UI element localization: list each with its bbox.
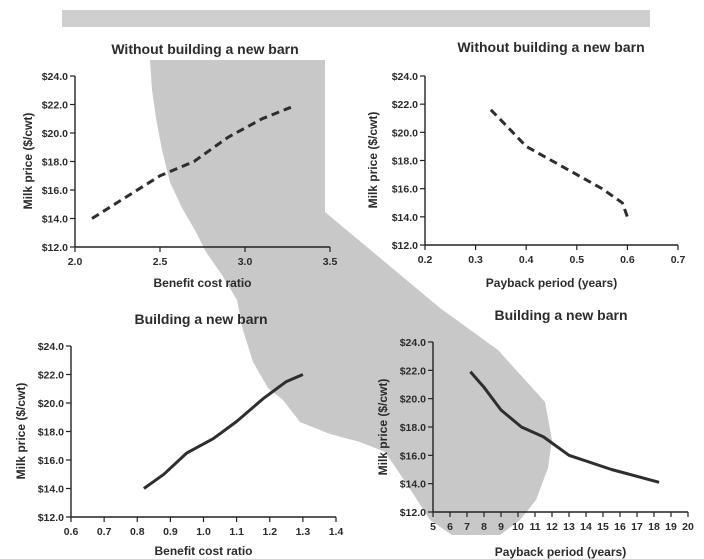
y-tick-label: $18.0 bbox=[38, 427, 64, 439]
y-tick-label: $20.0 bbox=[42, 128, 68, 140]
x-tick-label: 0.8 bbox=[130, 526, 145, 538]
x-tick-label: 2.5 bbox=[153, 256, 168, 268]
chart-title: Building a new barn bbox=[494, 307, 627, 323]
y-tick-label: $22.0 bbox=[42, 100, 68, 112]
x-tick-label: 1.1 bbox=[229, 526, 244, 538]
y-tick-label: $16.0 bbox=[392, 184, 418, 196]
y-tick-label: $18.0 bbox=[392, 156, 418, 168]
x-tick-label: 2.0 bbox=[68, 256, 83, 268]
y-axis-label: Milk price ($/cwt) bbox=[21, 113, 35, 210]
x-tick-label: 3.0 bbox=[238, 256, 253, 268]
x-tick-label: 0.2 bbox=[418, 254, 433, 266]
x-tick-label: 0.6 bbox=[64, 526, 79, 538]
x-tick-label: 0.7 bbox=[97, 526, 112, 538]
x-tick-label: 3.5 bbox=[323, 256, 338, 268]
y-axis-label: Milk price ($/cwt) bbox=[376, 379, 390, 476]
x-tick-label: 7 bbox=[464, 521, 470, 533]
x-tick-label: 0.4 bbox=[519, 254, 534, 266]
x-axis-label: Payback period (years) bbox=[495, 545, 626, 559]
x-tick-label: 10 bbox=[512, 521, 524, 533]
x-axis-label: Payback period (years) bbox=[486, 276, 617, 290]
y-tick-label: $14.0 bbox=[392, 212, 418, 224]
chart-title: Without building a new barn bbox=[457, 39, 644, 55]
y-tick-label: $24.0 bbox=[392, 71, 418, 83]
x-axis-label: Benefit cost ratio bbox=[153, 276, 251, 290]
x-tick-label: 13 bbox=[563, 521, 575, 533]
y-tick-label: $18.0 bbox=[400, 422, 426, 434]
x-tick-label: 15 bbox=[597, 521, 609, 533]
data-series-line bbox=[469, 370, 660, 484]
x-tick-label: 1.4 bbox=[329, 526, 344, 538]
chart-bottom-left: Building a new barn $12.0 $14.0 $16.0 $18.0 $… bbox=[14, 311, 343, 558]
top-banner-bar bbox=[62, 10, 650, 27]
y-tick-label: $16.0 bbox=[42, 185, 68, 197]
y-tick-label: $12.0 bbox=[38, 512, 64, 524]
chart-bottom-right: Building a new barn $12.0 $14.0 $16.0 $18.0 $… bbox=[376, 307, 694, 559]
y-tick-label: $24.0 bbox=[42, 71, 68, 83]
y-tick-label: $22.0 bbox=[392, 99, 418, 111]
x-tick-label: 16 bbox=[614, 521, 626, 533]
data-series-line bbox=[143, 373, 304, 490]
y-tick-label: $24.0 bbox=[400, 337, 426, 349]
x-tick-label: 0.5 bbox=[569, 254, 584, 266]
x-axis-label: Benefit cost ratio bbox=[154, 544, 252, 558]
x-tick-label: 11 bbox=[529, 521, 540, 533]
x-tick-label: 19 bbox=[665, 521, 677, 533]
x-tick-label: 0.9 bbox=[163, 526, 178, 538]
chart-title: Without building a new barn bbox=[111, 41, 298, 57]
chart-top-right: Without building a new barn $12.0 $14.0 $16… bbox=[366, 39, 685, 290]
x-tick-label: 14 bbox=[580, 521, 592, 533]
data-series-line bbox=[489, 108, 629, 218]
y-tick-label: $14.0 bbox=[42, 214, 68, 226]
chart-top-left: Without building a new barn $12.0 $14.0 $16… bbox=[21, 41, 337, 290]
california-map-silhouette bbox=[150, 60, 552, 535]
x-tick-label: 20 bbox=[682, 521, 694, 533]
y-tick-label: $18.0 bbox=[42, 157, 68, 169]
y-tick-label: $22.0 bbox=[400, 365, 426, 377]
x-tick-label: 18 bbox=[648, 521, 660, 533]
y-tick-label: $16.0 bbox=[400, 450, 426, 462]
y-tick-label: $16.0 bbox=[38, 455, 64, 467]
y-tick-label: $20.0 bbox=[400, 394, 426, 406]
y-tick-label: $12.0 bbox=[400, 507, 426, 519]
y-axis-label: Milk price ($/cwt) bbox=[14, 383, 28, 480]
y-tick-label: $24.0 bbox=[38, 341, 64, 353]
x-tick-label: 17 bbox=[631, 521, 643, 533]
y-tick-label: $20.0 bbox=[392, 127, 418, 139]
x-tick-label: 12 bbox=[546, 521, 558, 533]
y-tick-label: $20.0 bbox=[38, 398, 64, 410]
y-axis-label: Milk price ($/cwt) bbox=[366, 112, 380, 209]
x-tick-label: 1.3 bbox=[296, 526, 311, 538]
y-tick-label: $14.0 bbox=[400, 479, 426, 491]
y-tick-label: $22.0 bbox=[38, 370, 64, 382]
y-tick-label: $12.0 bbox=[42, 242, 68, 254]
x-tick-label: 5 bbox=[430, 521, 436, 533]
x-tick-label: 1.2 bbox=[262, 526, 277, 538]
y-tick-label: $14.0 bbox=[38, 484, 64, 496]
x-tick-label: 6 bbox=[447, 521, 453, 533]
x-tick-label: 0.3 bbox=[468, 254, 483, 266]
y-tick-label: $12.0 bbox=[392, 240, 418, 252]
x-tick-label: 0.6 bbox=[620, 254, 635, 266]
x-tick-label: 8 bbox=[481, 521, 487, 533]
x-tick-label: 9 bbox=[498, 521, 504, 533]
chart-title: Building a new barn bbox=[134, 311, 267, 327]
x-tick-label: 1.0 bbox=[196, 526, 211, 538]
x-tick-label: 0.7 bbox=[671, 254, 686, 266]
